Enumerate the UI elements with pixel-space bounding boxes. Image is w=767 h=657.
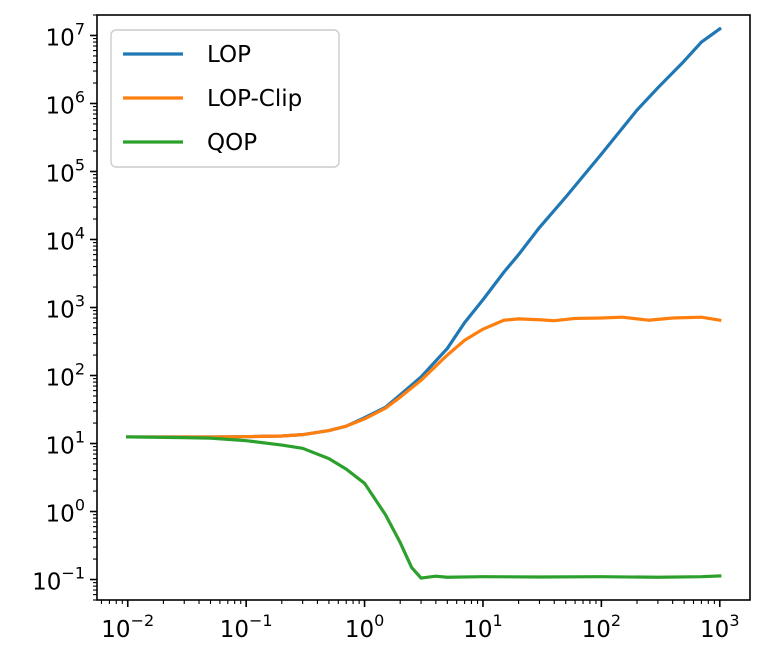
y-tick-label: 102 bbox=[46, 360, 85, 392]
x-tick-label: 10−1 bbox=[220, 611, 273, 643]
x-tick-label: 100 bbox=[345, 611, 384, 643]
y-tick-label: 106 bbox=[46, 87, 85, 119]
series-line-qop bbox=[126, 435, 722, 580]
x-tick-label: 101 bbox=[463, 611, 502, 643]
x-tick-label: 10−2 bbox=[101, 611, 154, 643]
legend-label-lop: LOP bbox=[207, 42, 251, 68]
y-tick-label: 107 bbox=[46, 19, 85, 51]
legend-box bbox=[110, 29, 340, 168]
x-tick-label: 102 bbox=[582, 611, 621, 643]
y-tick-label: 100 bbox=[46, 496, 85, 528]
y-tick-label: 10−1 bbox=[32, 564, 85, 596]
y-tick-label: 104 bbox=[46, 223, 85, 255]
legend-label-qop: QOP bbox=[207, 130, 257, 156]
legend-label-lop-clip: LOP-Clip bbox=[207, 86, 302, 112]
series-line-lop-clip bbox=[126, 315, 722, 439]
y-tick-label: 105 bbox=[46, 155, 85, 187]
legend: LOP LOP-Clip QOP bbox=[110, 29, 340, 168]
series-layer bbox=[126, 26, 723, 580]
x-tick-label: 103 bbox=[700, 611, 739, 643]
y-tick-label: 101 bbox=[46, 428, 85, 460]
y-tick-label: 103 bbox=[46, 292, 85, 324]
plot-frame bbox=[96, 14, 751, 601]
